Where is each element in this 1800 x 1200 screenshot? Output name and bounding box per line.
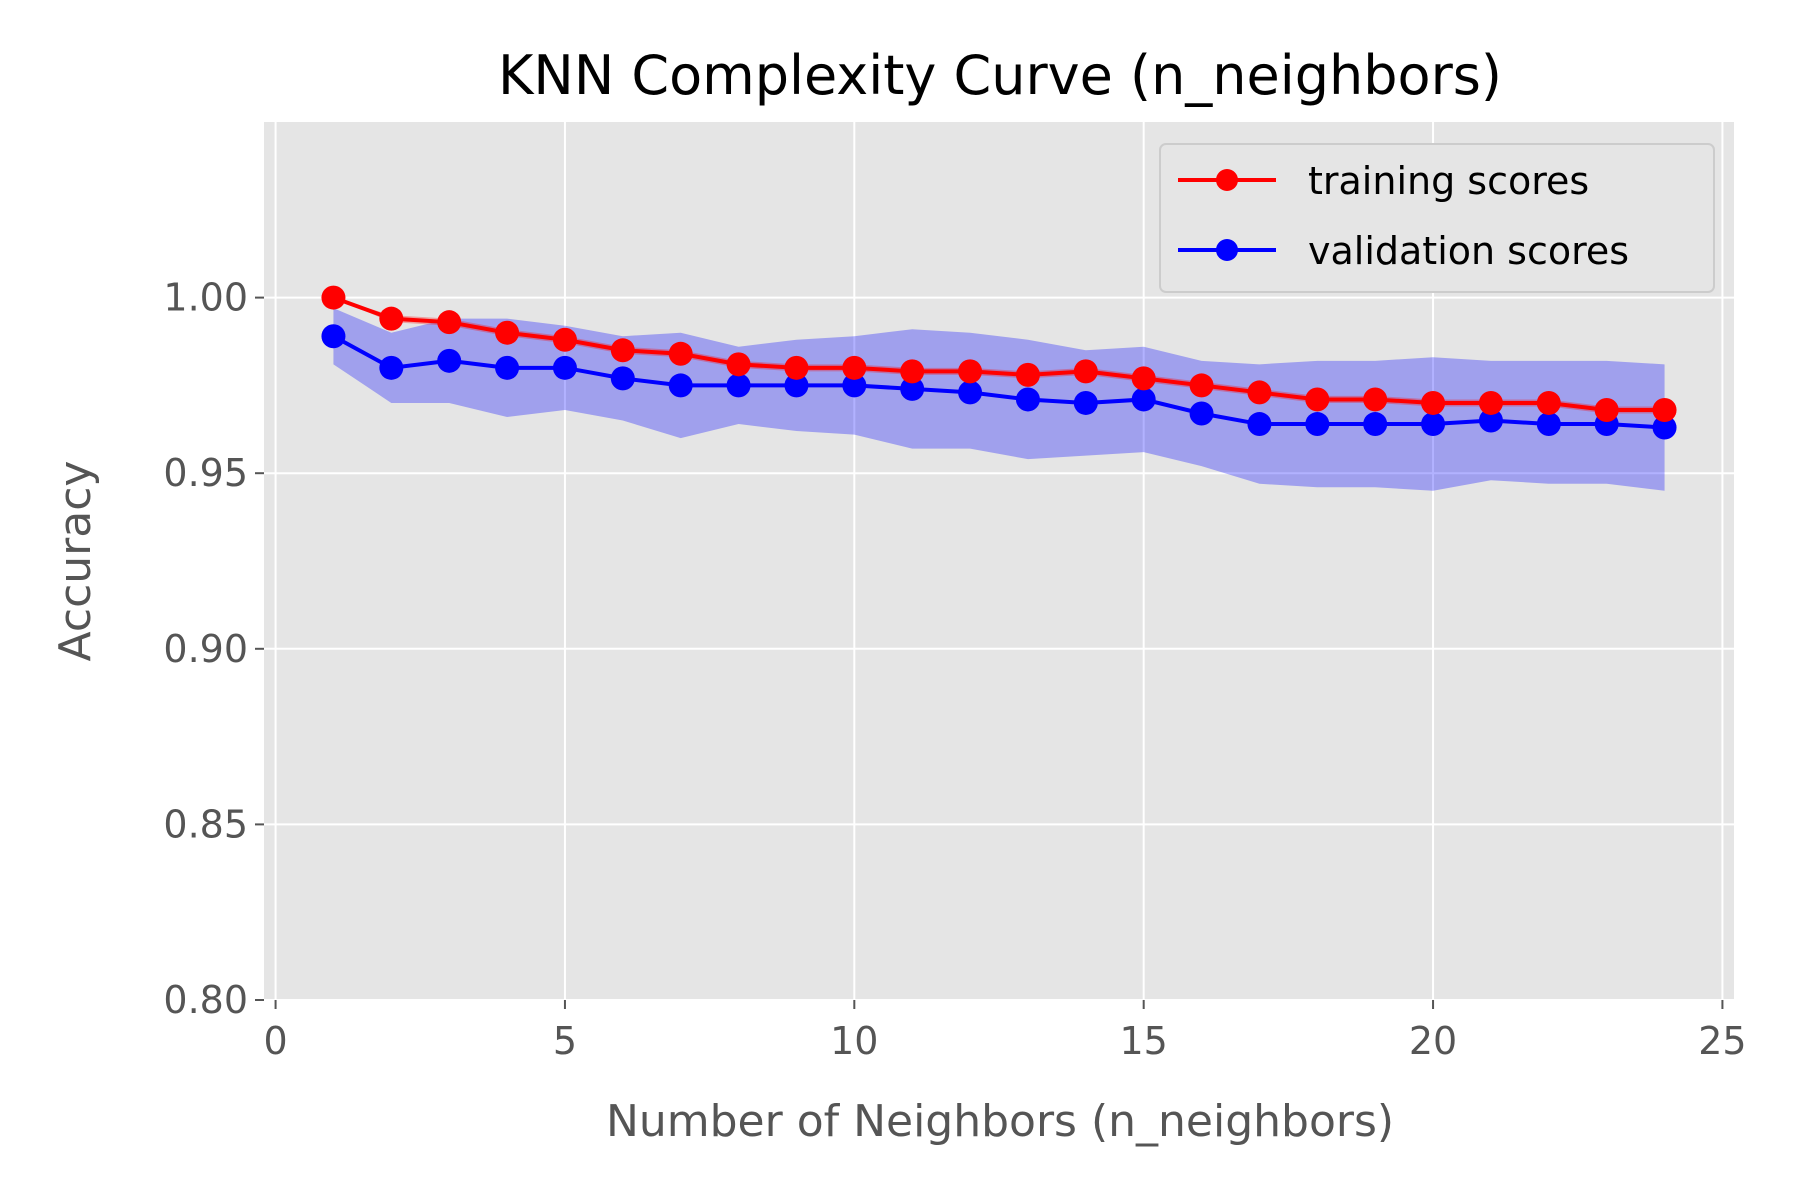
point-training	[1594, 397, 1619, 422]
point-validation	[668, 373, 693, 398]
y-axis-label: Accuracy	[50, 461, 101, 662]
point-training	[1536, 390, 1561, 415]
legend-label-validation: validation scores	[1308, 229, 1629, 273]
y-tick-label: 0.95	[163, 451, 248, 495]
point-training	[1073, 359, 1098, 384]
point-validation	[321, 324, 346, 349]
legend-box	[1159, 143, 1715, 293]
point-validation	[1652, 415, 1677, 440]
point-training	[958, 359, 983, 384]
point-validation	[1131, 387, 1156, 412]
x-tick-label: 15	[1120, 1019, 1168, 1063]
point-validation	[552, 355, 577, 380]
point-validation	[842, 373, 867, 398]
point-validation	[1189, 401, 1214, 426]
y-tick-label: 0.85	[163, 802, 248, 846]
ticks	[255, 296, 1724, 1009]
point-validation	[1478, 408, 1503, 433]
point-validation	[726, 373, 751, 398]
point-validation	[1363, 412, 1388, 437]
point-training	[1478, 390, 1503, 415]
point-validation	[495, 355, 520, 380]
legend-marker-training	[1216, 169, 1238, 191]
point-training	[784, 355, 809, 380]
y-tick-label: 0.80	[163, 978, 248, 1022]
legend-marker-validation	[1216, 239, 1238, 261]
point-validation	[1015, 387, 1040, 412]
grid	[264, 122, 1734, 1001]
legend-label-training: training scores	[1308, 159, 1589, 203]
point-training	[321, 285, 346, 310]
point-validation	[784, 373, 809, 398]
point-validation	[379, 355, 404, 380]
x-tick-label: 0	[263, 1019, 287, 1063]
point-training	[495, 320, 520, 345]
point-training	[1652, 397, 1677, 422]
point-validation	[1421, 412, 1446, 437]
point-training	[1131, 366, 1156, 391]
point-training	[610, 338, 635, 363]
point-training	[437, 310, 462, 335]
point-training	[1015, 362, 1040, 387]
point-training	[726, 352, 751, 377]
point-training	[1247, 380, 1272, 405]
series-points	[321, 285, 1677, 440]
point-validation	[1073, 390, 1098, 415]
point-training	[379, 306, 404, 331]
x-tick-label: 20	[1409, 1019, 1457, 1063]
y-tick-label: 0.90	[163, 627, 248, 671]
point-training	[552, 327, 577, 352]
point-training	[1189, 373, 1214, 398]
point-validation	[437, 348, 462, 373]
chart-title: KNN Complexity Curve (n_neighbors)	[498, 44, 1502, 107]
point-validation	[958, 380, 983, 405]
x-axis-label: Number of Neighbors (n_neighbors)	[606, 1096, 1394, 1147]
point-training	[1421, 390, 1446, 415]
x-tick-label: 5	[553, 1019, 577, 1063]
point-training	[900, 359, 925, 384]
point-validation	[1305, 412, 1330, 437]
point-training	[668, 341, 693, 366]
x-tick-labels: 0 5 10 15 20 25	[263, 1019, 1746, 1063]
point-training	[842, 355, 867, 380]
x-tick-label: 10	[830, 1019, 878, 1063]
point-training	[1363, 387, 1388, 412]
point-validation	[900, 376, 925, 401]
point-validation	[610, 366, 635, 391]
x-tick-label: 25	[1698, 1019, 1746, 1063]
point-training	[1305, 387, 1330, 412]
legend: training scores validation scores	[1159, 143, 1715, 293]
y-tick-labels: 0.80 0.85 0.90 0.95 1.00	[163, 276, 248, 1022]
point-validation	[1247, 412, 1272, 437]
point-validation	[1536, 412, 1561, 437]
y-tick-label: 1.00	[163, 276, 248, 320]
